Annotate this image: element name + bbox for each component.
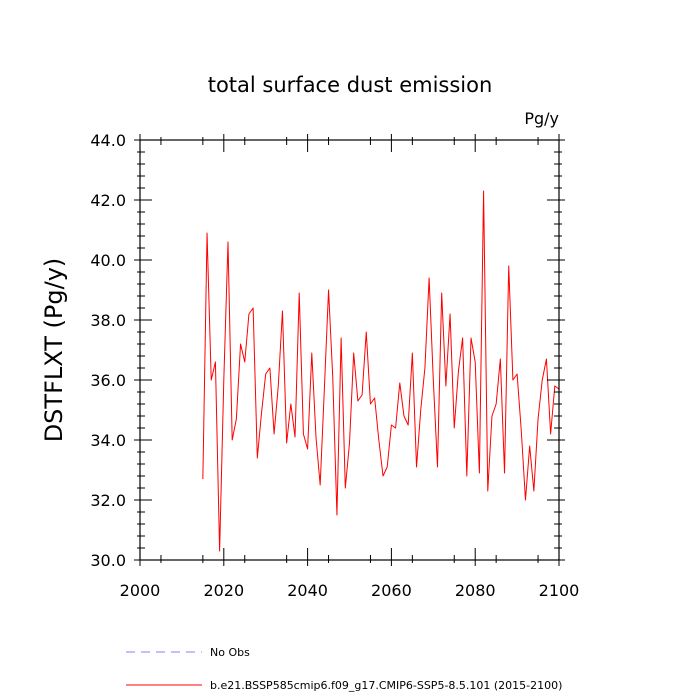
y-tick-label: 44.0 xyxy=(90,131,126,150)
x-tick-label: 2080 xyxy=(455,581,496,600)
axes: 2000 2020 2040 2060 2080 2100 30.0 32.0 34.0 36.0… xyxy=(90,131,579,600)
units-label: Pg/y xyxy=(524,109,559,128)
y-tick-label: 36.0 xyxy=(90,371,126,390)
x-tick-label: 2060 xyxy=(371,581,412,600)
y-tick-label: 42.0 xyxy=(90,191,126,210)
x-tick-label: 2040 xyxy=(287,581,328,600)
legend-label-no-obs: No Obs xyxy=(210,646,250,659)
x-tick-label: 2100 xyxy=(539,581,580,600)
x-tick-label: 2020 xyxy=(203,581,244,600)
chart-title: total surface dust emission xyxy=(208,73,493,97)
legend-label-model: b.e21.BSSP585cmip6.f09_g17.CMIP6-SSP5-8.… xyxy=(210,679,562,692)
y-tick-label: 34.0 xyxy=(90,431,126,450)
series-line-0 xyxy=(202,190,560,552)
legend: No Obs b.e21.BSSP585cmip6.f09_g17.CMIP6-… xyxy=(126,646,562,692)
y-tick-label: 40.0 xyxy=(90,251,126,270)
y-axis-label: DSTFLXT (Pg/y) xyxy=(40,258,68,443)
y-tick-label: 30.0 xyxy=(90,551,126,570)
plot-area xyxy=(202,190,560,552)
y-tick-label: 38.0 xyxy=(90,311,126,330)
y-tick-label: 32.0 xyxy=(90,491,126,510)
x-tick-label: 2000 xyxy=(120,581,161,600)
plot-frame xyxy=(139,139,560,561)
